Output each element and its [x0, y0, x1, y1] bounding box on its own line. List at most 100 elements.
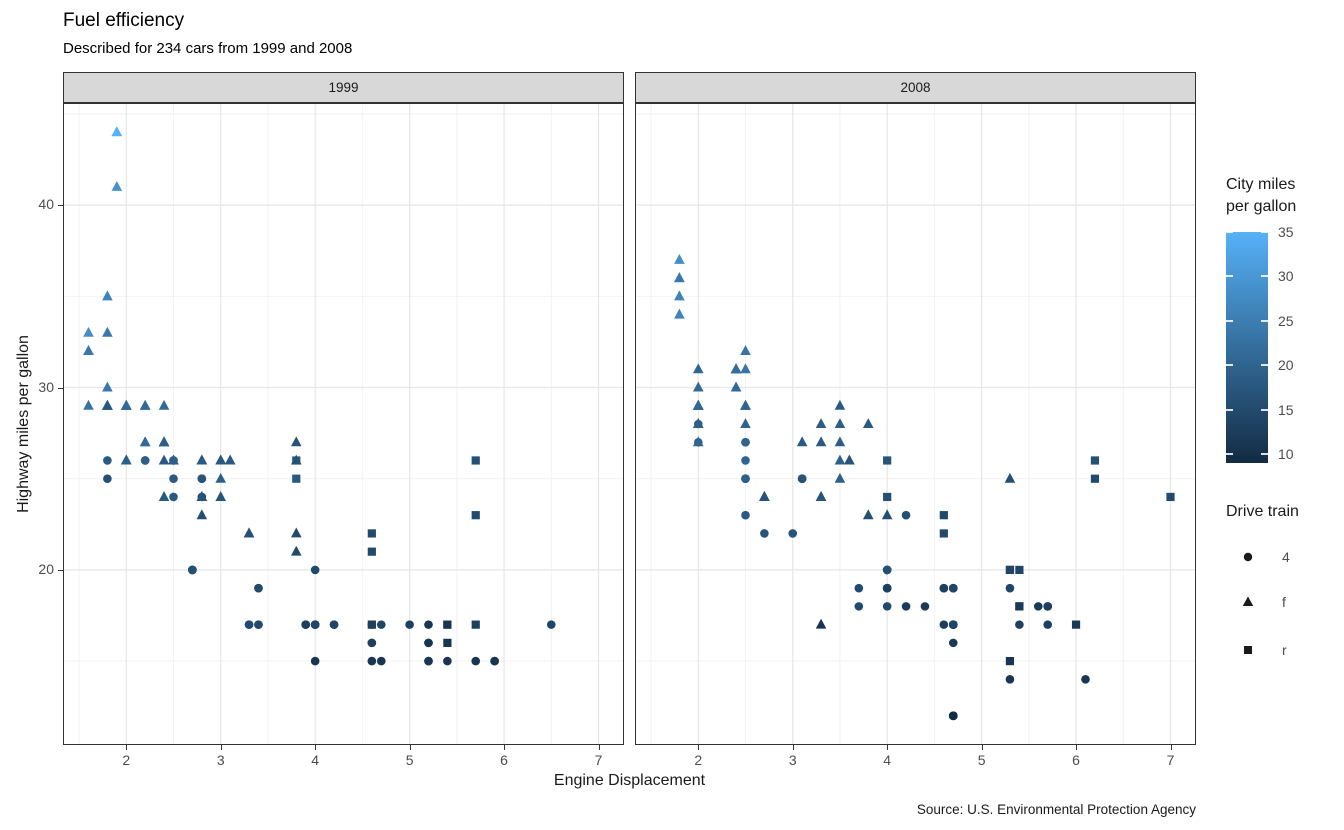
data-point-circle	[169, 456, 178, 465]
data-point-circle	[367, 656, 377, 666]
legend-key-triangle-icon	[1238, 592, 1258, 612]
data-point-triangle	[139, 399, 151, 410]
data-point-circle	[741, 456, 750, 465]
x-axis-tick-label: 3	[216, 752, 225, 768]
shape-legend-label-r: r	[1282, 642, 1287, 658]
data-point-triangle	[158, 491, 170, 501]
data-point-triangle	[290, 436, 302, 447]
data-point-triangle	[196, 509, 208, 520]
data-point-square	[292, 474, 301, 483]
data-point-square	[1015, 602, 1024, 611]
data-point-circle	[424, 638, 433, 648]
x-axis-tick	[126, 745, 128, 750]
colorbar-tick-label: 15	[1278, 401, 1294, 418]
data-point-circle	[310, 620, 320, 629]
data-point-triangle	[120, 399, 132, 410]
shape-legend-title: Drive train	[1226, 503, 1299, 520]
x-axis-tick	[1170, 745, 1172, 750]
data-point-circle	[329, 620, 339, 629]
data-point-circle	[103, 456, 112, 465]
data-point-square	[471, 620, 480, 629]
data-point-square	[1166, 492, 1175, 502]
y-axis-tick-label: 30	[38, 378, 54, 395]
x-axis-tick-label: 4	[311, 752, 320, 768]
data-point-circle	[948, 583, 958, 593]
data-point-triangle	[674, 272, 685, 283]
x-axis-tick	[504, 745, 506, 750]
data-point-triangle	[692, 418, 704, 428]
data-point-triangle	[111, 126, 123, 137]
data-point-square	[367, 547, 376, 556]
page-title: Fuel efficiency	[63, 10, 185, 31]
data-point-triangle	[83, 326, 94, 337]
legend-key-square-icon	[1238, 640, 1258, 660]
data-point-circle	[546, 620, 556, 629]
data-point-circle	[443, 656, 452, 666]
data-point-circle	[901, 602, 911, 611]
data-point-triangle	[1004, 472, 1016, 483]
data-point-square	[1015, 565, 1024, 575]
data-point-triangle	[730, 381, 742, 392]
data-point-circle	[741, 510, 750, 520]
data-point-triangle	[158, 436, 170, 447]
data-point-triangle	[290, 527, 302, 538]
colorbar-tick	[1261, 231, 1268, 233]
data-point-circle	[471, 656, 481, 666]
facet-strip-label: 2008	[900, 80, 931, 95]
data-point-triangle	[102, 290, 113, 301]
data-point-triangle	[158, 399, 170, 410]
x-axis-tick	[315, 745, 317, 750]
data-point-triangle	[730, 363, 742, 374]
data-point-triangle	[692, 436, 704, 447]
data-point-circle	[882, 602, 892, 611]
data-point-triangle	[740, 399, 751, 410]
y-axis-tick-label: 40	[38, 196, 54, 213]
data-point-square	[883, 492, 892, 502]
data-point-triangle	[215, 472, 227, 483]
x-axis-tick-label: 6	[1072, 752, 1080, 768]
data-point-triangle	[796, 436, 808, 447]
data-point-triangle	[139, 436, 151, 447]
colorbar-legend-title-line2: per gallon	[1226, 198, 1297, 215]
data-point-triangle	[196, 454, 208, 465]
colorbar-tick-label: 10	[1278, 446, 1294, 463]
facet-strip-label: 1999	[328, 80, 359, 95]
data-point-triangle	[111, 180, 123, 191]
data-point-triangle	[834, 472, 846, 483]
data-point-triangle	[834, 436, 846, 447]
data-point-square	[1090, 456, 1100, 465]
chart-caption: Source: U.S. Environmental Protection Ag…	[916, 802, 1196, 817]
colorbar	[1226, 232, 1268, 463]
data-point-circle	[310, 656, 320, 666]
data-point-triangle	[862, 509, 874, 520]
x-axis-tick	[981, 745, 983, 750]
colorbar-tick	[1261, 319, 1268, 322]
data-point-circle	[367, 638, 377, 648]
data-point-triangle	[243, 527, 255, 538]
data-point-triangle	[834, 418, 846, 428]
data-point-circle	[376, 656, 386, 666]
data-point-circle	[882, 565, 892, 575]
colorbar-tick-label: 20	[1278, 357, 1294, 374]
x-axis-title: Engine Displacement	[553, 772, 706, 789]
y-axis-tick	[58, 387, 63, 389]
colorbar-tick	[1226, 453, 1233, 456]
data-point-triangle	[215, 454, 227, 465]
data-point-circle	[254, 583, 263, 593]
data-point-circle	[760, 529, 769, 538]
data-point-circle	[854, 583, 864, 593]
data-point-circle	[1005, 583, 1015, 593]
data-point-triangle	[83, 399, 94, 410]
data-point-triangle	[815, 618, 827, 629]
data-point-square	[471, 456, 480, 465]
data-point-triangle	[862, 418, 874, 428]
colorbar-tick-label: 35	[1278, 224, 1294, 240]
data-point-triangle	[834, 454, 846, 465]
data-point-circle	[490, 656, 499, 666]
data-point-circle	[140, 456, 150, 465]
data-point-circle	[169, 474, 178, 484]
data-point-square	[471, 511, 480, 520]
data-point-circle	[741, 474, 750, 484]
